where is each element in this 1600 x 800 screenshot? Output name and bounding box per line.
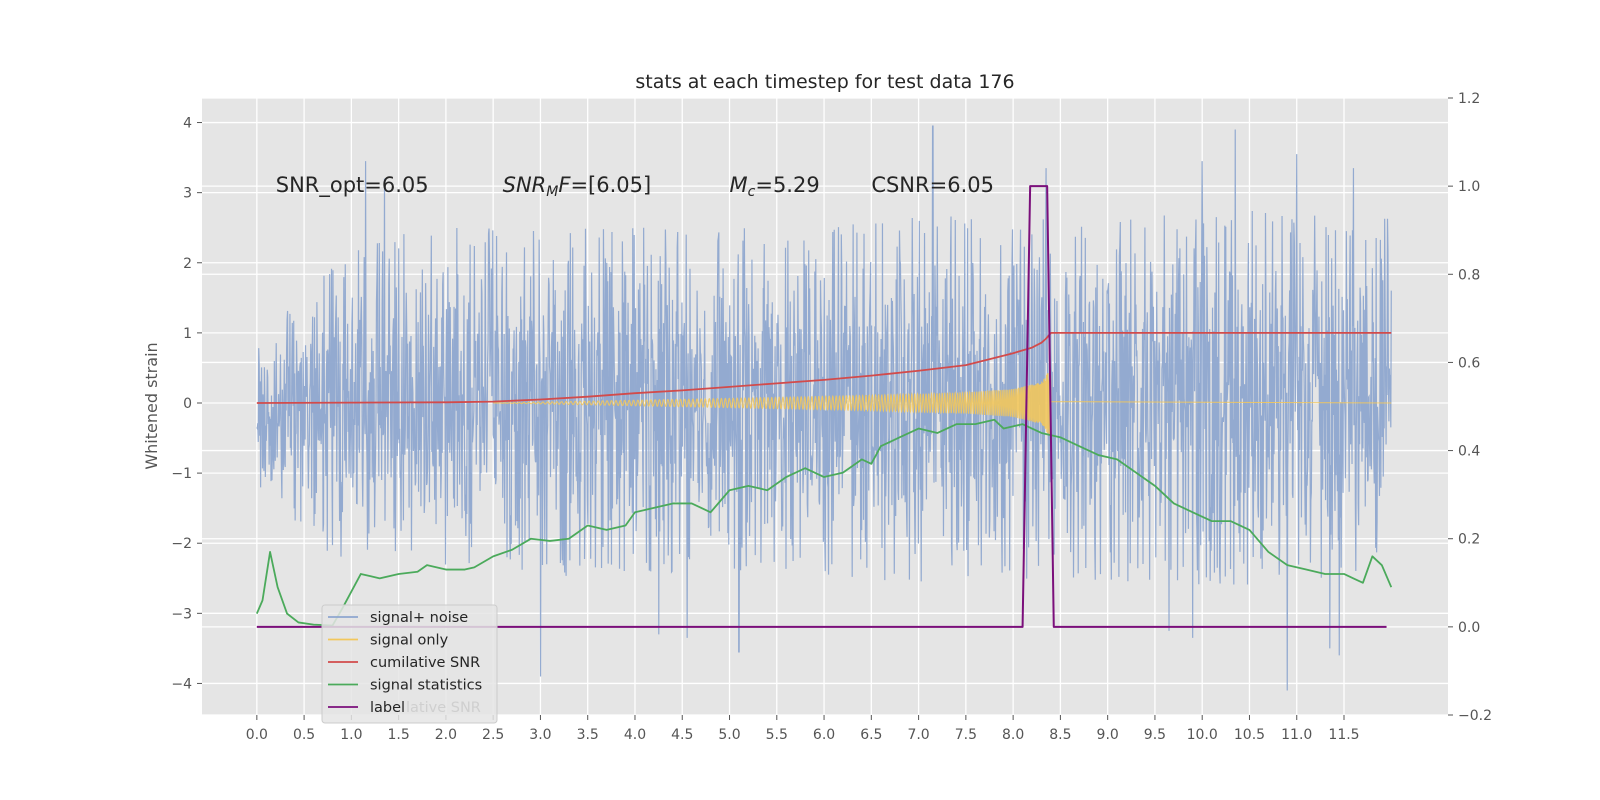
legend: signal+ noise signal only cumilative SNR si… (321, 604, 498, 724)
annotation-1: SNRMF=[6.05] (503, 173, 652, 200)
y2-tick-label: 0.0 (1458, 620, 1480, 636)
x-tick-label: 1.0 (340, 727, 362, 743)
legend-label: cumilative SNR (370, 655, 480, 671)
legend-label: signal statistics (370, 678, 482, 694)
annotation-2: Mc=5.29 (730, 173, 820, 200)
x-tick-label: 9.0 (1097, 727, 1119, 743)
x-tick-label: 7.5 (955, 727, 977, 743)
y-tick-label: −2 (171, 536, 192, 552)
y2-tick-label: 1.2 (1458, 91, 1480, 107)
x-tick-label: 4.5 (671, 727, 693, 743)
y2-tick-label: 0.8 (1458, 267, 1480, 283)
y-tick-label: −4 (171, 676, 192, 692)
x-tick-label: 9.5 (1144, 727, 1166, 743)
x-tick-label: 5.5 (766, 727, 788, 743)
x-tick-label: 7.0 (907, 727, 929, 743)
series-signal-statistics (256, 418, 1393, 627)
x-tick-label: 11.5 (1328, 727, 1359, 743)
y-tick-label: 2 (183, 256, 192, 272)
x-tick-label: 0.5 (293, 727, 315, 743)
y-tick-label: 0 (183, 396, 192, 412)
annotation-part: M (546, 184, 558, 200)
y2-tick-label: −0.2 (1458, 708, 1492, 724)
y2-tick-label: 0.6 (1458, 355, 1480, 371)
series-signal-only (493, 372, 1392, 436)
y-tick-label: 1 (183, 326, 192, 342)
chart-title: stats at each timestep for test data 176 (635, 71, 1014, 93)
y-tick-label: 3 (183, 186, 192, 202)
x-tick-label: 8.5 (1049, 727, 1071, 743)
legend-faded-text: lative SNR (406, 700, 481, 716)
x-tick-label: 0.0 (246, 727, 268, 743)
x-tick-label: 3.0 (529, 727, 551, 743)
annotations: SNR_opt=6.05 SNRMF=[6.05] Mc=5.29 CSNR=6.05 (276, 173, 994, 200)
annotation-part: F (558, 173, 571, 197)
x-tick-label: 6.0 (813, 727, 835, 743)
legend-label: signal only (370, 633, 449, 649)
series-layer (256, 125, 1393, 691)
y2-tick-label: 0.4 (1458, 444, 1480, 460)
y-tick-label: −3 (171, 606, 192, 622)
annotation-part: SNR (503, 173, 547, 197)
y2-tick-label: 1.0 (1458, 179, 1480, 195)
annotation-part: =[6.05] (570, 173, 651, 197)
x-tick-label: 11.0 (1281, 727, 1312, 743)
y-tick-label: −1 (171, 466, 192, 482)
x-tick-label: 5.0 (718, 727, 740, 743)
annotation-part: c (748, 184, 756, 200)
annotation-part: =5.29 (755, 173, 819, 197)
y-axis-right: 1.2 1.0 0.8 0.6 0.4 0.2 0.0 −0.2 (1448, 91, 1492, 724)
legend-label: label (370, 700, 405, 716)
x-axis: 0.0 0.5 1.0 1.5 2.0 2.5 3.0 3.5 4.0 4.5 5.0 5.5 6.0 6… (246, 715, 1360, 743)
y-axis-left: 4 3 2 1 0 −1 −2 −3 −4 (171, 116, 202, 692)
x-tick-label: 3.5 (577, 727, 599, 743)
annotation-part: CSNR=6.05 (871, 173, 994, 197)
legend-label: signal+ noise (370, 610, 468, 626)
x-tick-label: 2.5 (482, 727, 504, 743)
annotation-part: SNR_opt=6.05 (276, 173, 429, 198)
x-tick-label: 10.5 (1234, 727, 1265, 743)
x-tick-label: 1.5 (388, 727, 410, 743)
annotation-3: CSNR=6.05 (871, 173, 994, 197)
y-tick-label: 4 (183, 116, 192, 132)
x-tick-label: 10.0 (1187, 727, 1218, 743)
x-tick-label: 2.0 (435, 727, 457, 743)
x-tick-label: 6.5 (860, 727, 882, 743)
series-label (256, 185, 1387, 628)
series-cumulative-snr (256, 331, 1392, 404)
annotation-part: M (730, 173, 748, 197)
series-signal-noise (256, 125, 1392, 691)
y-axis-label: Whitened strain (142, 342, 161, 469)
annotation-0: SNR_opt=6.05 (276, 173, 429, 198)
legend-box (321, 604, 498, 724)
x-tick-label: 4.0 (624, 727, 646, 743)
y2-tick-label: 0.2 (1458, 532, 1480, 548)
x-tick-label: 8.0 (1002, 727, 1024, 743)
